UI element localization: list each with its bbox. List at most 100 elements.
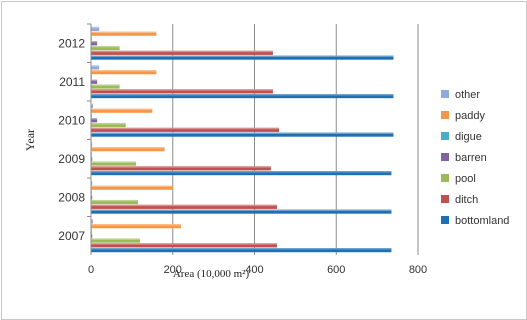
bar-barren-2007 — [91, 233, 93, 238]
y-tick-label: 2008 — [58, 190, 85, 204]
bar-paddy-2010 — [91, 108, 153, 113]
grid-lines — [172, 24, 419, 255]
y-tick-label: 2010 — [58, 113, 85, 127]
bar-paddy-2007 — [91, 224, 181, 229]
x-tick-label: 600 — [327, 264, 345, 276]
bar-pool-2012 — [91, 45, 120, 51]
bar-other-2011 — [91, 65, 100, 70]
bar-other-2010 — [91, 103, 94, 108]
bar-highlight — [91, 103, 94, 106]
legend: other paddy digue barren pool ditch bottomland — [441, 89, 509, 227]
bar-barren-2011 — [91, 79, 98, 84]
bar-highlight — [91, 248, 392, 250]
x-axis-label: Area (10,000 m²) — [173, 268, 250, 280]
bar-highlight — [91, 50, 273, 53]
bar-bottomland-2008 — [91, 209, 392, 214]
bar-other-2008 — [91, 180, 93, 185]
bar-bottomland-2011 — [91, 94, 394, 99]
bar-highlight — [91, 108, 153, 111]
bar-highlight — [91, 94, 394, 96]
bar-ditch-2009 — [91, 166, 271, 171]
legend-swatch-barren — [441, 153, 449, 161]
bar-highlight — [91, 219, 94, 221]
bar-highlight — [91, 79, 98, 82]
bar-other-2007 — [91, 219, 94, 224]
bar-bottomland-2007 — [91, 248, 392, 253]
bars — [91, 26, 394, 253]
bar-highlight — [91, 166, 271, 168]
bar-highlight — [91, 224, 181, 226]
legend-label-barren: barren — [455, 152, 487, 164]
bar-highlight — [91, 199, 139, 202]
bar-barren-2008 — [91, 195, 93, 200]
bar-highlight — [91, 233, 93, 236]
bar-highlight — [91, 55, 394, 57]
x-tick-label: 800 — [409, 264, 427, 276]
legend-label-digue: digue — [455, 131, 482, 143]
bar-other-2009 — [91, 142, 93, 147]
legend-swatch-digue — [441, 132, 449, 140]
legend-swatch-paddy — [441, 111, 449, 119]
bar-ditch-2011 — [91, 89, 273, 94]
bar-paddy-2012 — [91, 31, 157, 36]
y-tick-label: 2012 — [58, 36, 85, 50]
bar-highlight — [91, 243, 277, 245]
bar-highlight — [91, 156, 93, 159]
bar-highlight — [91, 118, 98, 120]
bar-highlight — [91, 185, 173, 188]
legend-swatch-other — [441, 90, 449, 98]
bar-pool-2008 — [91, 199, 139, 205]
bar-ditch-2012 — [91, 50, 273, 55]
legend-label-pool: pool — [455, 173, 476, 185]
legend-swatch-bottomland — [441, 216, 449, 224]
bar-highlight — [91, 65, 100, 67]
x-tick-label: 200 — [164, 264, 182, 276]
bar-other-2012 — [91, 26, 100, 31]
bar-ditch-2008 — [91, 204, 277, 209]
y-axis-label: Year — [23, 129, 37, 151]
bar-highlight — [91, 122, 126, 125]
bar-bottomland-2010 — [91, 132, 394, 137]
bar-highlight — [91, 204, 277, 207]
bar-pool-2010 — [91, 122, 126, 128]
bar-highlight — [91, 31, 157, 34]
axes: 0 200 400 600 800 2007 2008 2009 2010 2011 2012 — [58, 23, 427, 276]
bar-bottomland-2009 — [91, 171, 392, 176]
bar-pool-2009 — [91, 161, 136, 166]
bar-barren-2009 — [91, 156, 93, 161]
x-tick-label: 0 — [88, 264, 94, 276]
bar-ditch-2007 — [91, 243, 277, 248]
bar-paddy-2008 — [91, 185, 173, 190]
bar-highlight — [91, 45, 120, 48]
legend-label-paddy: paddy — [455, 110, 485, 122]
bar-pool-2007 — [91, 238, 141, 243]
bar-highlight — [91, 70, 157, 72]
bar-pool-2011 — [91, 84, 120, 89]
bar-barren-2012 — [91, 41, 98, 46]
bar-highlight — [91, 161, 136, 163]
bar-highlight — [91, 180, 93, 183]
bar-highlight — [91, 195, 93, 197]
bar-bottomland-2012 — [91, 55, 394, 60]
legend-label-bottomland: bottomland — [455, 215, 509, 227]
legend-label-ditch: ditch — [455, 194, 478, 206]
bar-highlight — [91, 238, 141, 240]
bar-paddy-2009 — [91, 147, 165, 152]
bar-highlight — [91, 142, 93, 144]
bar-ditch-2010 — [91, 127, 280, 132]
bar-highlight — [91, 89, 273, 91]
x-tick-label: 400 — [245, 264, 263, 276]
bar-highlight — [91, 147, 165, 149]
bar-highlight — [91, 26, 100, 29]
bar-highlight — [91, 209, 392, 211]
legend-label-other: other — [455, 89, 480, 101]
bar-highlight — [91, 171, 392, 173]
bar-highlight — [91, 41, 98, 43]
y-tick-label: 2007 — [58, 229, 85, 243]
bar-paddy-2011 — [91, 70, 157, 75]
y-tick-label: 2009 — [58, 152, 85, 166]
bar-highlight — [91, 84, 120, 86]
bar-barren-2010 — [91, 118, 98, 123]
legend-swatch-pool — [441, 174, 449, 182]
